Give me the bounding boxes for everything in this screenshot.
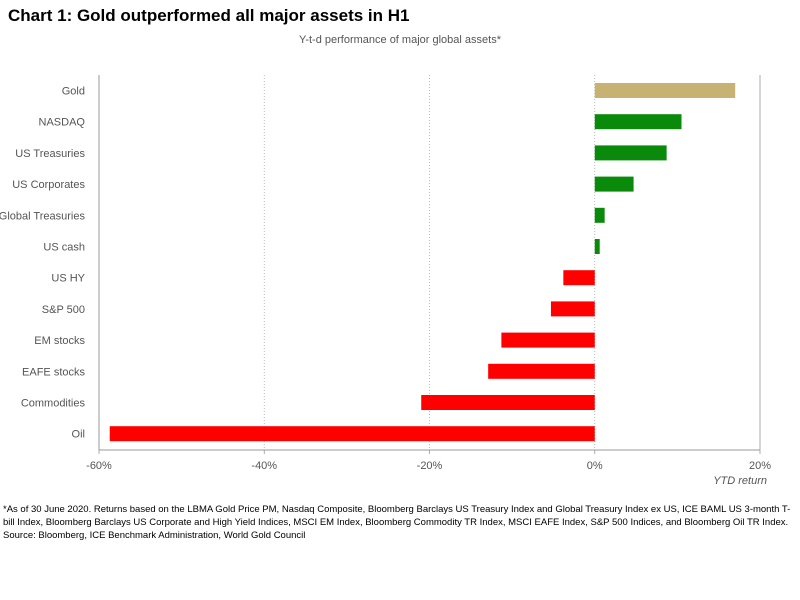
x-axis-title: YTD return [713, 475, 767, 487]
category-label: US HY [51, 273, 85, 285]
axes [98, 75, 760, 451]
bar [488, 363, 595, 379]
gridlines [98, 75, 761, 454]
x-tick-labels: -60% -40% -20% 0% 20% [86, 460, 771, 472]
footnote: *As of 30 June 2020. Returns based on th… [3, 503, 793, 542]
category-label: Oil [72, 429, 85, 441]
category-label: S&P 500 [42, 304, 85, 316]
footnote-source: Source: Bloomberg, ICE Benchmark Adminis… [3, 530, 306, 541]
category-label: Gold [62, 86, 85, 98]
x-tick-label: 20% [749, 460, 771, 472]
bar [421, 395, 595, 410]
bar-chart: Gold NASDAQ US Treasuries US Corporates Glob… [0, 75, 771, 487]
bars [109, 83, 736, 442]
bar [594, 83, 736, 98]
x-tick-label: 0% [587, 460, 603, 472]
category-label: US Treasuries [15, 148, 85, 160]
category-label: Commodities [21, 398, 86, 410]
category-label: EAFE stocks [22, 366, 85, 378]
category-label: NASDAQ [39, 117, 86, 129]
x-tick-label: -60% [86, 460, 112, 472]
bar [594, 114, 682, 130]
bar [501, 332, 595, 348]
bar [563, 270, 595, 286]
footnote-note: *As of 30 June 2020. Returns based on th… [3, 504, 791, 528]
category-label: EM stocks [34, 335, 85, 347]
bar [109, 426, 595, 442]
category-label: US Corporates [12, 179, 85, 191]
x-tick-label: -40% [251, 460, 277, 472]
chart-subtitle: Y-t-d performance of major global assets… [299, 34, 501, 46]
bar [594, 145, 667, 161]
bar [550, 301, 595, 317]
bar [594, 207, 605, 223]
category-labels: Gold NASDAQ US Treasuries US Corporates Glob… [0, 86, 86, 441]
x-tick-label: -20% [417, 460, 443, 472]
category-label: US cash [43, 242, 85, 254]
bar [594, 239, 600, 254]
chart-title: Chart 1: Gold outperformed all major ass… [8, 6, 410, 25]
category-label: Global Treasuries [0, 210, 85, 222]
bar [594, 176, 634, 192]
